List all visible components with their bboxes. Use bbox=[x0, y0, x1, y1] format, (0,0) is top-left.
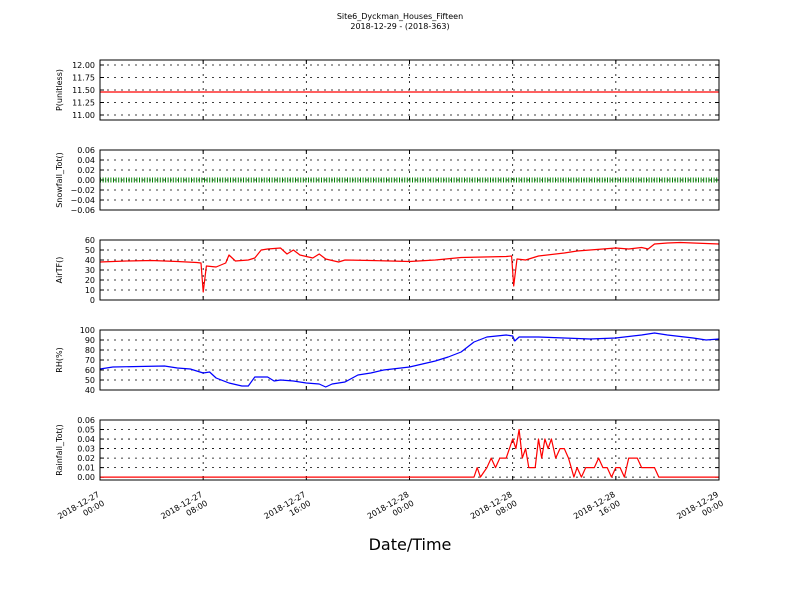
y-tick-label: 11.00 bbox=[72, 111, 95, 120]
y-tick-label: 0.02 bbox=[77, 454, 95, 463]
series-line bbox=[100, 428, 719, 478]
y-axis-label: Rainfall_Tot() bbox=[55, 424, 64, 476]
x-tick-label: 2018-12-2716:00 bbox=[263, 490, 313, 530]
y-tick-label: 10 bbox=[85, 286, 95, 295]
y-tick-label: 60 bbox=[85, 236, 95, 245]
y-tick-label: 0.00 bbox=[77, 473, 95, 482]
y-tick-label: 0.04 bbox=[77, 156, 95, 165]
series-line bbox=[99, 332, 720, 388]
panel-1: 11.00 11.25 11.50 11.75 12.00 P(unitless) bbox=[55, 59, 720, 121]
y-tick-label: 50 bbox=[85, 246, 95, 255]
x-tick-label: 2018-12-2800:00 bbox=[366, 490, 416, 530]
y-tick-label: 40 bbox=[85, 256, 95, 265]
panel-frame bbox=[99, 59, 720, 121]
y-tick-label: 40 bbox=[85, 386, 95, 395]
y-tick-label: 90 bbox=[85, 336, 95, 345]
y-tick-label: 0 bbox=[90, 296, 95, 305]
chart-panels: 11.00 11.25 11.50 11.75 12.00 P(unitless) −0.0… bbox=[55, 59, 725, 530]
y-tick-label: 0.06 bbox=[77, 416, 95, 425]
chart-title-line-1: Site6_Dyckman_Houses_Fifteen bbox=[337, 12, 463, 21]
y-tick-label: 0.03 bbox=[77, 445, 95, 454]
y-tick-label: 0.04 bbox=[77, 435, 95, 444]
panel-frame bbox=[99, 149, 720, 211]
y-tick-label: 0.02 bbox=[77, 166, 95, 175]
y-tick-label: −0.06 bbox=[70, 206, 95, 215]
panel-frame bbox=[99, 239, 720, 301]
y-tick-label: 20 bbox=[85, 276, 95, 285]
y-axis-label: P(unitless) bbox=[55, 69, 64, 111]
y-tick-label: 11.75 bbox=[72, 74, 95, 83]
x-tick-label: 2018-12-2900:00 bbox=[675, 490, 725, 530]
x-tick-label: 2018-12-2700:00 bbox=[56, 490, 106, 530]
y-tick-label: 12.00 bbox=[72, 61, 95, 70]
panel-frame bbox=[99, 419, 720, 481]
panel-5: 0.000.010.020.030.040.050.06 Rainfall_Tot… bbox=[55, 416, 720, 482]
y-tick-label: 0.06 bbox=[77, 146, 95, 155]
y-tick-label: 100 bbox=[80, 326, 95, 335]
y-tick-label: 0.00 bbox=[77, 176, 95, 185]
panel-2: −0.06−0.04−0.020.000.020.040.06 Snowfall_… bbox=[55, 146, 720, 215]
chart-title-line-2: 2018-12-29 - (2018-363) bbox=[350, 22, 449, 31]
x-tick-label: 2018-12-2808:00 bbox=[469, 490, 519, 530]
y-axis-label: Snowfall_Tot() bbox=[55, 152, 64, 208]
y-axis-label: RH(%) bbox=[55, 347, 64, 372]
panel-frame bbox=[99, 329, 720, 391]
x-tick-label: 2018-12-2708:00 bbox=[159, 490, 209, 530]
x-axis-label: Date/Time bbox=[369, 535, 452, 554]
x-tick-label: 2018-12-2816:00 bbox=[572, 490, 622, 530]
y-tick-label: 50 bbox=[85, 376, 95, 385]
y-tick-label: −0.04 bbox=[70, 196, 95, 205]
y-tick-label: −0.02 bbox=[70, 186, 95, 195]
y-tick-label: 80 bbox=[85, 346, 95, 355]
y-tick-label: 0.05 bbox=[77, 426, 95, 435]
y-tick-label: 30 bbox=[85, 266, 95, 275]
y-axis-label: AirTF() bbox=[55, 257, 64, 284]
y-tick-label: 60 bbox=[85, 366, 95, 375]
y-tick-label: 11.25 bbox=[72, 99, 95, 108]
y-tick-label: 11.50 bbox=[72, 86, 95, 95]
y-tick-label: 0.01 bbox=[77, 464, 95, 473]
series-line bbox=[99, 241, 720, 293]
y-tick-label: 70 bbox=[85, 356, 95, 365]
